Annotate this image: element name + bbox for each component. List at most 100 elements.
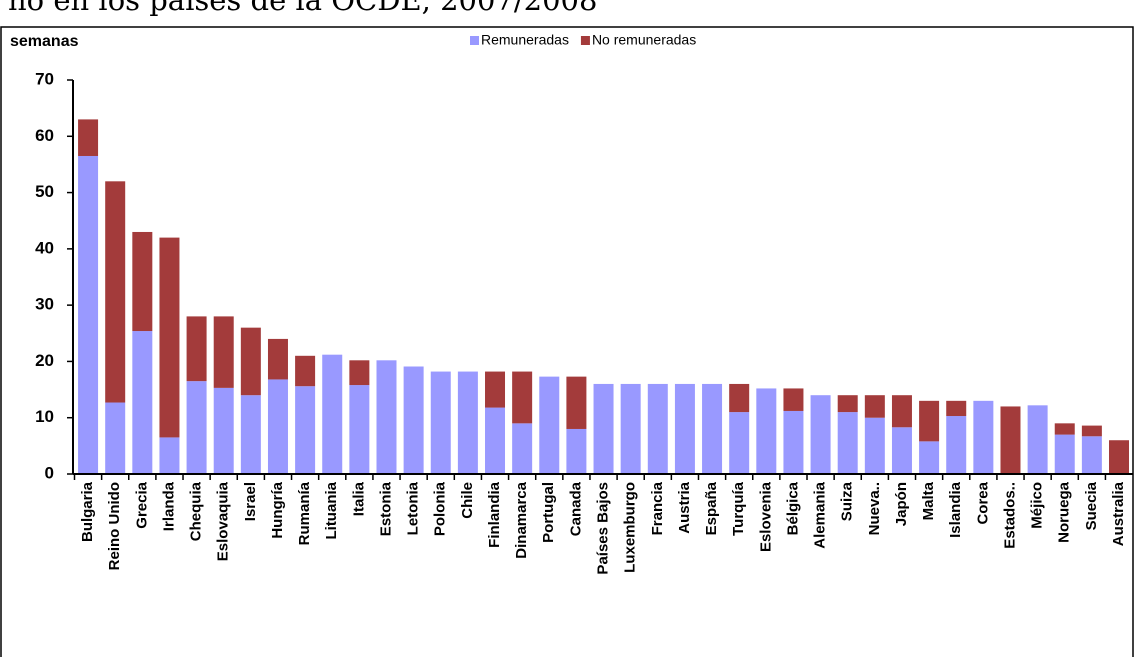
x-tick-label: España bbox=[703, 481, 720, 535]
bar-segment bbox=[186, 316, 207, 382]
x-tick-label: Eslovenia bbox=[757, 481, 774, 552]
y-tick-label: 30 bbox=[35, 295, 54, 314]
bar-segment bbox=[946, 400, 967, 417]
bar-segment bbox=[295, 355, 316, 387]
x-tick-label: Finlandia bbox=[486, 481, 503, 547]
x-tick-label: Eslovaquia bbox=[215, 481, 232, 561]
bar-segment bbox=[1054, 434, 1075, 474]
x-tick-label: Nueva.. bbox=[866, 482, 883, 535]
x-tick-label: Malta bbox=[920, 481, 937, 520]
bar-segment bbox=[647, 383, 668, 474]
bar-segment bbox=[376, 360, 397, 474]
bar-segment bbox=[512, 371, 533, 424]
x-tick-label: Méjico bbox=[1029, 482, 1046, 529]
bar-segment bbox=[539, 376, 560, 474]
x-tick-label: Dinamarca bbox=[513, 481, 530, 558]
x-tick-label: Italia bbox=[350, 481, 367, 516]
y-tick-label: 50 bbox=[35, 182, 54, 201]
bar-segment bbox=[566, 428, 587, 474]
bar-segment bbox=[620, 383, 641, 474]
x-tick-label: Chequia bbox=[188, 481, 205, 541]
x-tick-label: Noruega bbox=[1056, 481, 1073, 543]
x-tick-label: Letonia bbox=[405, 481, 422, 535]
bar-segment bbox=[919, 441, 940, 474]
x-tick-label: Estonia bbox=[377, 481, 394, 536]
legend-swatch bbox=[470, 36, 479, 45]
bar-segment bbox=[485, 407, 506, 474]
bar-segment bbox=[837, 395, 858, 413]
bar-segment bbox=[240, 327, 261, 396]
bar-segment bbox=[783, 410, 804, 474]
bar-segment bbox=[213, 387, 234, 474]
bar-segment bbox=[159, 237, 180, 438]
bar-segment bbox=[864, 395, 885, 418]
x-tick-label: Estados.. bbox=[1001, 482, 1018, 549]
x-tick-label: Australia bbox=[1110, 481, 1127, 546]
bar-segment bbox=[512, 423, 533, 474]
x-tick-label: Rumanía bbox=[296, 481, 313, 545]
y-tick-label: 10 bbox=[35, 407, 54, 426]
bar-segment bbox=[1027, 405, 1048, 474]
x-tick-label: Hungría bbox=[269, 481, 286, 538]
bar-segment bbox=[891, 395, 912, 428]
x-tick-label: Grecia bbox=[133, 481, 150, 528]
x-tick-label: Corea bbox=[974, 481, 991, 524]
bar-segment bbox=[295, 386, 316, 474]
bar-segment bbox=[213, 316, 234, 388]
x-tick-label: Canada bbox=[567, 481, 584, 536]
x-tick-label: Turquía bbox=[730, 481, 747, 536]
y-tick-label: 40 bbox=[35, 238, 54, 257]
bar-segment bbox=[186, 381, 207, 474]
bar-segment bbox=[430, 371, 451, 474]
bar-segment bbox=[702, 383, 723, 474]
bar-segment bbox=[1054, 423, 1075, 435]
x-tick-label: Francia bbox=[649, 481, 666, 535]
bar-segment bbox=[159, 437, 180, 474]
bar-segment bbox=[322, 354, 343, 474]
legend-label: No remuneradas bbox=[592, 32, 696, 48]
bar-segment bbox=[349, 385, 370, 474]
bar-segment bbox=[864, 417, 885, 474]
bar-segment bbox=[267, 379, 288, 474]
bar-segment bbox=[756, 388, 777, 474]
chart-title: no en los países de la OCDE, 2007/2008 bbox=[8, 0, 597, 17]
bar-segment bbox=[1081, 425, 1102, 437]
x-tick-label: Alemania bbox=[812, 481, 829, 548]
bar-segment bbox=[1109, 440, 1130, 474]
y-tick-label: 20 bbox=[35, 351, 54, 370]
x-tick-label: Bulgaria bbox=[79, 481, 96, 542]
bar-segment bbox=[919, 400, 940, 442]
x-tick-label: Israel bbox=[242, 482, 259, 521]
y-tick-label: 0 bbox=[45, 463, 54, 482]
x-tick-label: Reino Unido bbox=[106, 482, 123, 570]
y-tick-label: 70 bbox=[35, 69, 54, 88]
bar-segment bbox=[403, 366, 424, 474]
bar-segment bbox=[1000, 406, 1021, 474]
x-tick-label: Luxemburgo bbox=[622, 482, 639, 573]
bar-segment bbox=[1081, 436, 1102, 474]
x-tick-label: Austria bbox=[676, 481, 693, 533]
bar-segment bbox=[105, 402, 126, 474]
bar-segment bbox=[457, 371, 478, 474]
legend-swatch bbox=[580, 36, 590, 45]
x-tick-label: Polonia bbox=[432, 481, 449, 536]
bar-segment bbox=[674, 383, 695, 474]
x-tick-label: Suecia bbox=[1083, 481, 1100, 530]
bar-segment bbox=[132, 231, 153, 332]
bar-segment bbox=[973, 400, 994, 474]
chart-frame bbox=[0, 26, 1134, 657]
bar-segment bbox=[78, 155, 99, 474]
bar-segment bbox=[78, 119, 99, 156]
bar-segment bbox=[729, 383, 750, 413]
bar-segment bbox=[267, 338, 288, 380]
x-tick-label: Irlanda bbox=[160, 481, 177, 531]
x-tick-label: Lituania bbox=[323, 481, 340, 539]
bar-segment bbox=[485, 371, 506, 408]
bar-segment bbox=[240, 395, 261, 474]
bar-segment bbox=[946, 416, 967, 474]
x-tick-label: Países Bajos bbox=[595, 482, 612, 575]
bar-segment bbox=[810, 395, 831, 474]
x-tick-label: Bélgica bbox=[784, 481, 801, 535]
x-tick-label: Portugal bbox=[540, 482, 557, 543]
